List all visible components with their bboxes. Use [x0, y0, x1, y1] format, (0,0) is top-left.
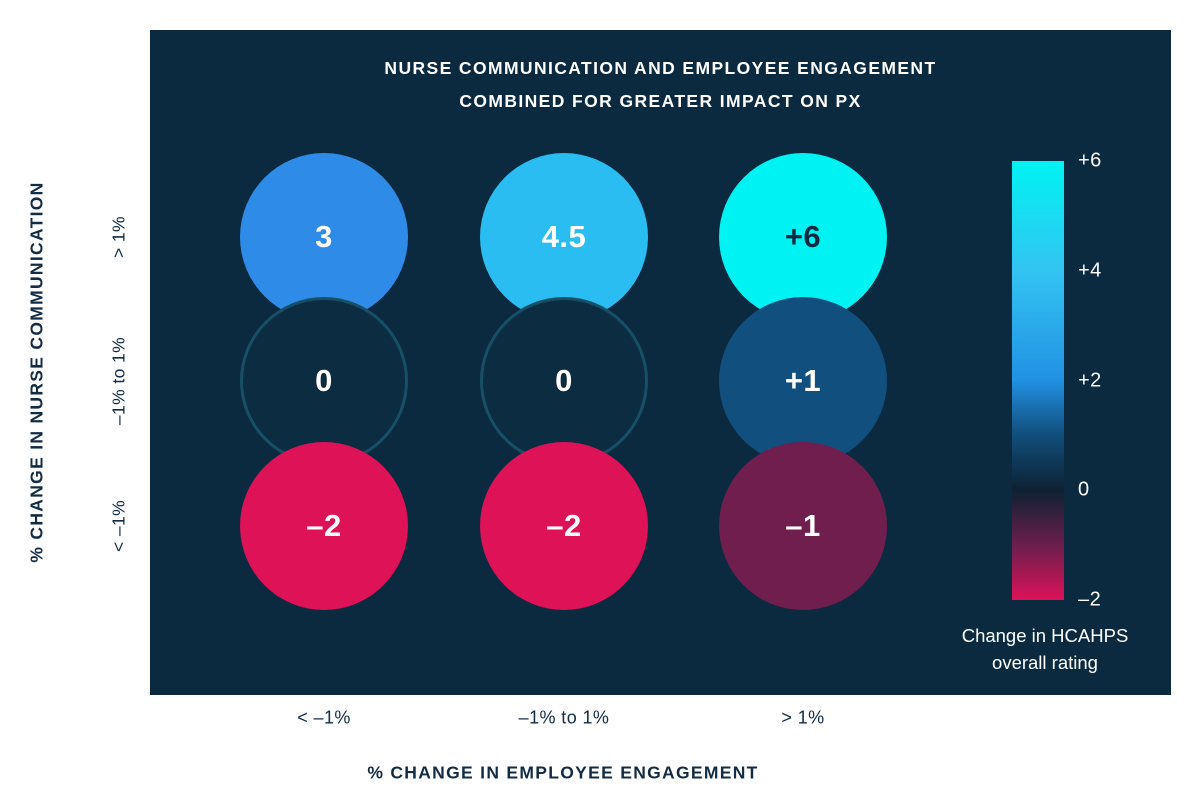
x-tick-label: < –1%: [297, 707, 351, 728]
legend-tick-label: 0: [1078, 478, 1090, 501]
x-tick-label: > 1%: [781, 707, 825, 728]
bubble-cell: –1: [719, 442, 887, 610]
legend-tick-label: +6: [1078, 149, 1102, 172]
y-tick-label: < –1%: [108, 499, 129, 553]
legend-tick-label: +2: [1078, 369, 1102, 391]
legend-colorbar: [1012, 161, 1064, 600]
bubble-cell: 4.5: [480, 153, 648, 321]
legend-tick-label: –2: [1078, 588, 1102, 611]
legend-tick-label: +4: [1078, 259, 1102, 282]
y-axis-title: % CHANGE IN NURSE COMMUNICATION: [26, 181, 47, 563]
bubble-cell: 3: [240, 153, 408, 321]
bubble-cell: –2: [240, 442, 408, 610]
bubble-cell: 0: [240, 297, 408, 465]
y-tick-label: > 1%: [108, 216, 129, 258]
legend-caption: Change in HCAHPS overall rating: [925, 622, 1165, 676]
x-axis-title: % CHANGE IN EMPLOYEE ENGAGEMENT: [367, 762, 759, 783]
chart-title: NURSE COMMUNICATION AND EMPLOYEE ENGAGEM…: [150, 52, 1171, 118]
bubble-cell: +6: [719, 153, 887, 321]
legend-caption-line-1: Change in HCAHPS: [961, 625, 1129, 646]
y-tick-label: –1% to 1%: [108, 336, 129, 426]
chart-title-line-1: NURSE COMMUNICATION AND EMPLOYEE ENGAGEM…: [384, 58, 937, 78]
x-tick-label: –1% to 1%: [518, 707, 610, 728]
chart-title-line-2: COMBINED FOR GREATER IMPACT ON PX: [459, 91, 862, 111]
legend-ticks: +6 +4 +2 0 –2: [1078, 150, 1138, 611]
legend-caption-line-2: overall rating: [992, 652, 1098, 673]
bubble-cell: +1: [719, 297, 887, 465]
bubble-cell: –2: [480, 442, 648, 610]
bubble-cell: 0: [480, 297, 648, 465]
